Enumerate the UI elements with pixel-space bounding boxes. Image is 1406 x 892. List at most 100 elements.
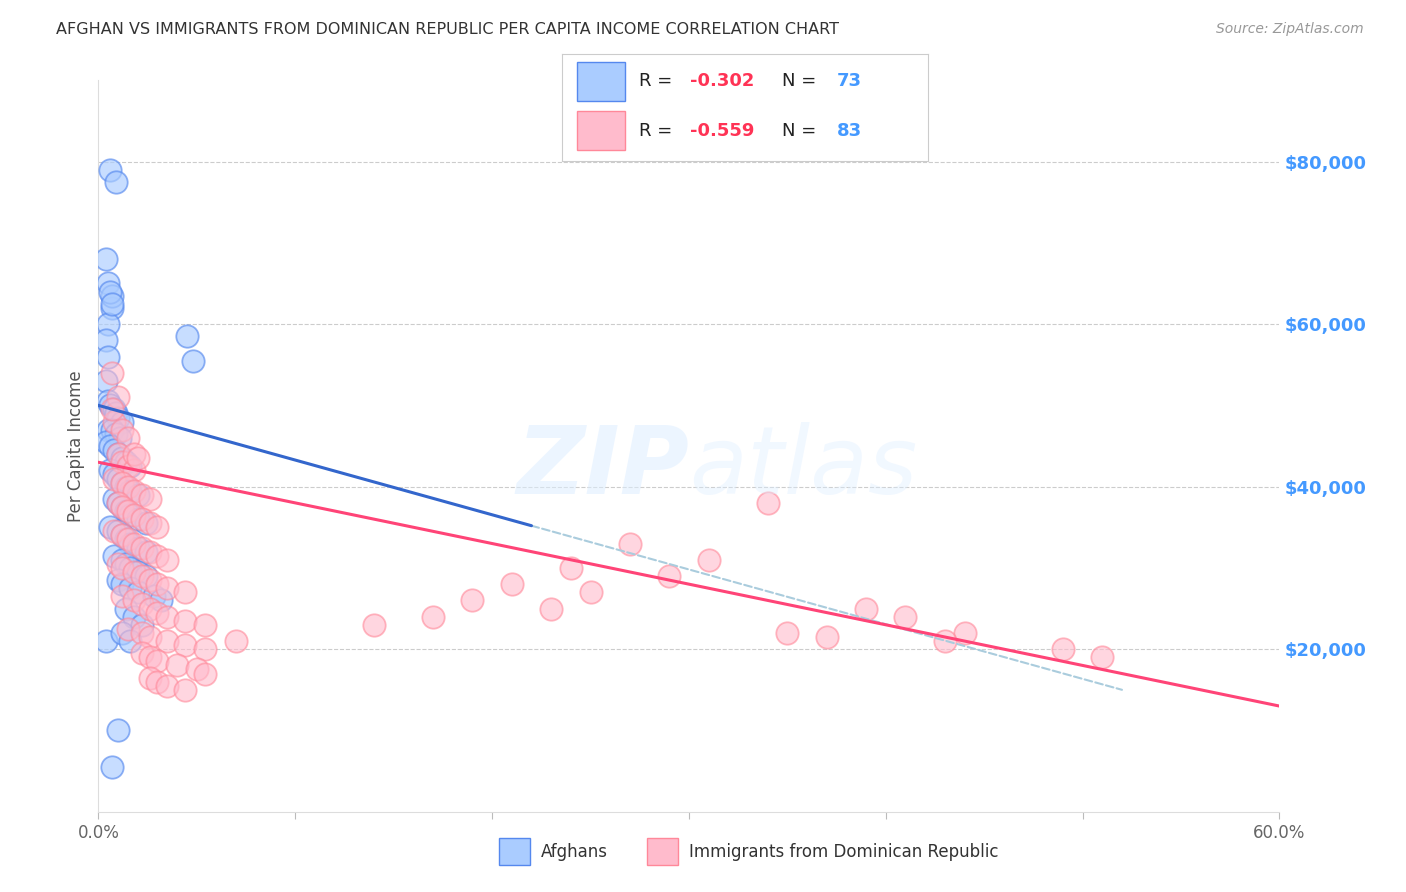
Point [118, 508, 141, 522]
Text: ZIP: ZIP [516, 422, 689, 514]
Point [122, 508, 145, 522]
Point [111, 626, 134, 640]
Point [560, 561, 582, 575]
Point [131, 541, 153, 555]
Point [146, 549, 169, 563]
Point [1091, 650, 1114, 665]
Point [118, 536, 141, 550]
Point [101, 297, 124, 311]
Text: atlas: atlas [689, 423, 917, 514]
Point [107, 557, 129, 571]
Point [579, 585, 602, 599]
Point [131, 488, 153, 502]
Point [111, 553, 134, 567]
Point [156, 634, 179, 648]
Text: -0.559: -0.559 [690, 121, 755, 139]
Point [174, 585, 197, 599]
Point [131, 617, 153, 632]
Point [98, 398, 121, 412]
Point [176, 329, 198, 343]
Point [107, 573, 129, 587]
Point [111, 500, 134, 514]
Point [855, 601, 877, 615]
Point [107, 447, 129, 461]
Point [115, 480, 138, 494]
Text: N =: N = [782, 121, 821, 139]
Point [146, 674, 169, 689]
Point [135, 516, 157, 531]
Point [697, 553, 720, 567]
Point [103, 491, 125, 506]
Point [118, 581, 141, 595]
Point [101, 423, 124, 437]
Point [894, 609, 917, 624]
Point [107, 410, 129, 425]
Point [115, 601, 138, 615]
Point [111, 455, 134, 469]
Point [98, 162, 121, 177]
Point [107, 471, 129, 485]
Point [540, 601, 562, 615]
Point [135, 544, 157, 558]
Point [118, 634, 141, 648]
Point [146, 577, 169, 591]
Point [156, 609, 179, 624]
Point [131, 646, 153, 660]
Point [138, 601, 160, 615]
Point [122, 463, 145, 477]
Point [156, 581, 179, 595]
Bar [576, 62, 624, 101]
Point [97, 394, 120, 409]
Point [111, 590, 134, 604]
Point [138, 573, 160, 587]
Point [146, 654, 169, 668]
Point [98, 520, 121, 534]
Point [127, 585, 149, 599]
Point [101, 402, 124, 417]
Point [108, 431, 131, 445]
Point [117, 622, 139, 636]
Point [953, 626, 976, 640]
Point [117, 431, 139, 445]
Point [363, 617, 385, 632]
Point [107, 496, 129, 510]
Point [111, 528, 134, 542]
Point [117, 504, 139, 518]
Point [422, 609, 444, 624]
Point [127, 451, 149, 466]
Point [118, 459, 141, 474]
Point [138, 491, 160, 506]
Point [122, 483, 145, 498]
Point [776, 626, 799, 640]
Bar [576, 112, 624, 150]
Point [194, 617, 217, 632]
Point [1052, 642, 1074, 657]
Point [122, 609, 145, 624]
Point [127, 488, 149, 502]
Point [127, 541, 149, 555]
Point [934, 634, 956, 648]
Point [111, 561, 134, 575]
Point [194, 642, 217, 657]
Text: R =: R = [640, 72, 678, 90]
Point [111, 500, 134, 514]
Point [96, 634, 118, 648]
Point [111, 451, 134, 466]
Point [138, 671, 160, 685]
Point [96, 252, 118, 266]
Point [107, 524, 129, 539]
Point [107, 496, 129, 510]
Point [96, 334, 118, 348]
Point [127, 512, 149, 526]
Point [101, 288, 124, 302]
Text: AFGHAN VS IMMIGRANTS FROM DOMINICAN REPUBLIC PER CAPITA INCOME CORRELATION CHART: AFGHAN VS IMMIGRANTS FROM DOMINICAN REPU… [56, 22, 839, 37]
Point [103, 467, 125, 482]
Point [103, 471, 125, 485]
Text: 73: 73 [837, 72, 862, 90]
Point [146, 520, 169, 534]
Y-axis label: Per Capita Income: Per Capita Income [66, 370, 84, 522]
Point [103, 524, 125, 539]
Point [194, 666, 217, 681]
Point [174, 614, 197, 628]
Point [97, 423, 120, 437]
